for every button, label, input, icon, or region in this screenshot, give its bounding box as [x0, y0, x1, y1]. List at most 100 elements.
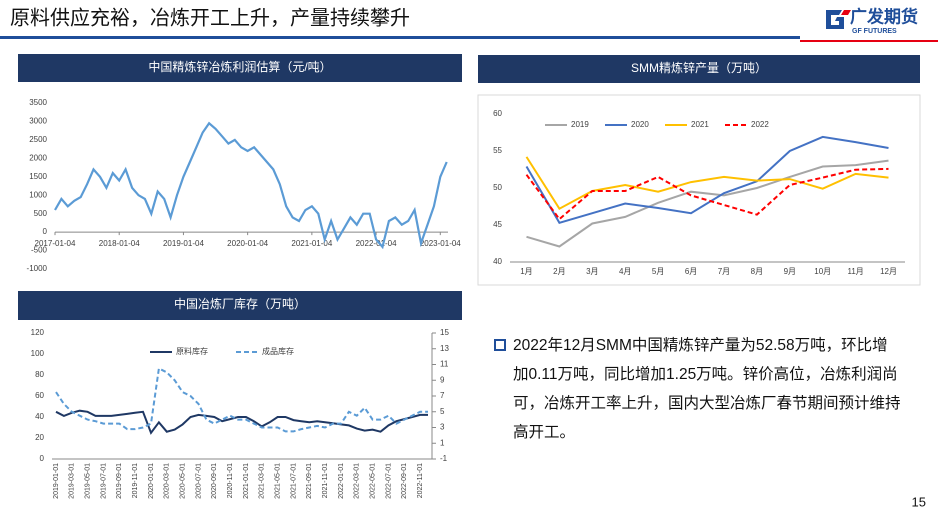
- bullet: [494, 339, 506, 351]
- y-tick-label: 120: [31, 328, 45, 337]
- chart-banner: [18, 291, 462, 320]
- chart-title: 中国精炼锌冶炼利润估算（元/吨）: [148, 59, 331, 74]
- x-tick-label: 2020-09-01: [211, 463, 218, 499]
- legend-label: 2022: [751, 120, 769, 129]
- x-tick-label: 8月: [751, 267, 763, 276]
- legend-label: 2020: [631, 120, 649, 129]
- x-tick-label: 2022-09-01: [401, 463, 408, 499]
- y-tick-label: 80: [35, 370, 44, 379]
- y-tick-label: 0: [40, 454, 45, 463]
- x-tick-label: 2020-01-01: [148, 463, 155, 499]
- y-tick-label: -500: [31, 246, 48, 255]
- x-tick-label: 2019-01-04: [163, 239, 204, 248]
- chart-title: 中国冶炼厂库存（万吨）: [174, 296, 306, 311]
- y2-tick-label: 1: [440, 438, 445, 447]
- x-tick-label: 2019-03-01: [69, 463, 76, 499]
- x-tick-label: 10月: [814, 267, 831, 276]
- y-tick-label: 40: [493, 257, 502, 266]
- y-tick-label: 500: [34, 209, 48, 218]
- y-tick-label: 60: [35, 391, 44, 400]
- x-tick-label: 2022-05-01: [369, 463, 376, 499]
- x-tick-label: 2020-07-01: [195, 463, 202, 499]
- y-tick-label: 3000: [29, 117, 47, 126]
- header-rule-red: [800, 40, 938, 42]
- series-line: [525, 167, 889, 221]
- x-tick-label: 2021-01-04: [291, 239, 332, 248]
- x-tick-label: 6月: [685, 267, 697, 276]
- x-tick-label: 9月: [784, 267, 796, 276]
- x-tick-label: 2021-09-01: [306, 463, 313, 499]
- x-tick-label: 2018-01-04: [99, 239, 140, 248]
- chart-banner: [18, 54, 462, 82]
- x-tick-label: 2021-07-01: [290, 463, 297, 499]
- x-tick-label: 2021-05-01: [274, 463, 281, 499]
- y-tick-label: -1000: [27, 264, 48, 273]
- legend-label: 成品库存: [262, 346, 294, 356]
- x-tick-label: 12月: [880, 267, 897, 276]
- x-tick-label: 2017-01-04: [35, 239, 76, 248]
- y-tick-label: 1000: [29, 190, 47, 199]
- series-line: [526, 159, 889, 248]
- x-tick-label: 3月: [586, 267, 598, 276]
- page-number: 15: [912, 494, 926, 509]
- x-tick-label: 2019-05-01: [84, 463, 91, 499]
- logo-en: GF FUTURES: [852, 28, 897, 35]
- y-tick-label: 3500: [29, 98, 47, 107]
- y-tick-label: 2500: [29, 135, 47, 144]
- x-tick-label: 2022-11-01: [417, 463, 424, 498]
- series-line: [55, 366, 428, 433]
- y2-tick-label: 15: [440, 328, 449, 337]
- slide-title: 原料供应充裕，冶炼开工上升，产量持续攀升: [10, 6, 410, 29]
- y-tick-label: 50: [493, 183, 502, 192]
- x-tick-label: 2022-01-01: [338, 463, 345, 499]
- y-tick-label: 60: [493, 109, 502, 118]
- x-tick-label: 2020-03-01: [164, 463, 171, 499]
- x-tick-label: 2月: [553, 267, 565, 276]
- series-line: [55, 409, 428, 435]
- y-tick-label: 40: [35, 412, 44, 421]
- paragraph: 2022年12月SMM中国精炼锌产量为52.58万吨，环比增加0.11万吨，同比…: [513, 337, 901, 441]
- x-tick-label: 7月: [718, 267, 730, 276]
- logo-icon-red: [841, 10, 851, 15]
- y2-tick-label: 11: [440, 360, 449, 369]
- logo-icon: [826, 10, 844, 29]
- y-tick-label: 55: [493, 146, 502, 155]
- y-tick-label: 45: [493, 220, 502, 229]
- x-tick-label: 2022-01-04: [356, 239, 397, 248]
- logo-text: 广发期货: [850, 6, 918, 26]
- y-tick-label: 20: [35, 433, 44, 442]
- x-tick-label: 2020-01-04: [227, 239, 268, 248]
- x-tick-label: 2021-11-01: [322, 463, 329, 498]
- y-tick-label: 2000: [29, 153, 47, 162]
- y-tick-label: 0: [43, 227, 48, 236]
- x-tick-label: 2019-01-01: [53, 463, 60, 499]
- x-tick-label: 2022-07-01: [385, 463, 392, 499]
- legend-label: 原料库存: [176, 346, 208, 356]
- chart-frame: [477, 94, 921, 286]
- series-line: [54, 121, 448, 250]
- y2-tick-label: -1: [440, 454, 448, 463]
- y-tick-label: 1500: [29, 172, 47, 181]
- legend-label: 2019: [571, 120, 589, 129]
- y2-tick-label: 9: [440, 375, 445, 384]
- x-tick-label: 2023-01-04: [420, 239, 461, 248]
- x-tick-label: 2019-07-01: [100, 463, 107, 499]
- chart-banner: [478, 55, 920, 83]
- x-tick-label: 1月: [520, 267, 532, 276]
- y2-tick-label: 13: [440, 344, 449, 353]
- x-tick-label: 4月: [619, 267, 631, 276]
- y2-tick-label: 3: [440, 423, 445, 432]
- y2-tick-label: 7: [440, 391, 445, 400]
- x-tick-label: 2019-09-01: [116, 463, 123, 499]
- x-tick-label: 2019-11-01: [132, 463, 139, 498]
- x-tick-label: 2020-05-01: [179, 463, 186, 499]
- x-tick-label: 2022-03-01: [354, 463, 361, 499]
- x-tick-label: 5月: [652, 267, 664, 276]
- x-tick-label: 2020-11-01: [227, 463, 234, 498]
- header-rule: [0, 36, 800, 39]
- legend-label: 2021: [691, 120, 709, 129]
- x-tick-label: 2021-03-01: [259, 463, 266, 499]
- x-tick-label: 11月: [847, 267, 863, 276]
